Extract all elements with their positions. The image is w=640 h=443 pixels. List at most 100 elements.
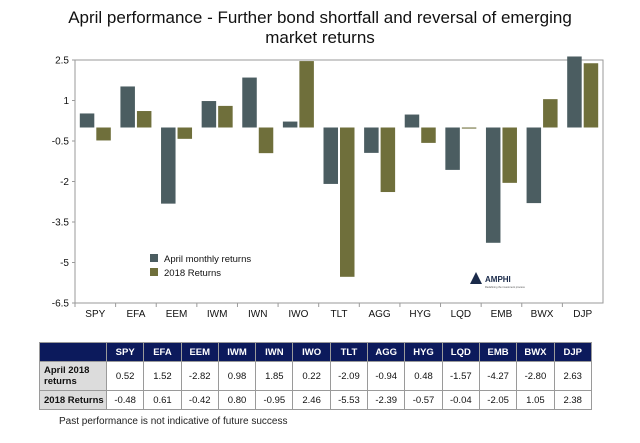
bar-april-agg xyxy=(364,127,379,153)
legend-label-1: 2018 Returns xyxy=(164,268,221,279)
amphi-logo-icon xyxy=(470,272,482,284)
x-tick-label-agg: AGG xyxy=(368,309,390,320)
table-corner-cell xyxy=(39,342,107,362)
table-col-header-iwm: IWM xyxy=(217,342,257,362)
table-col-header-iwn: IWN xyxy=(255,342,294,362)
table-cell: -2.80 xyxy=(516,361,555,391)
table-cell: -2.39 xyxy=(367,390,406,410)
y-tick-label: -0.5 xyxy=(52,137,70,148)
table-cell: -2.09 xyxy=(329,361,369,391)
table-cell: 0.61 xyxy=(143,390,182,410)
table-cell: 1.52 xyxy=(143,361,182,391)
y-tick-label: -2 xyxy=(60,177,69,188)
bar-2018-hyg xyxy=(421,127,436,143)
bar-2018-spy xyxy=(96,127,111,141)
bar-april-iwn xyxy=(242,77,257,128)
bar-april-spy xyxy=(79,113,95,128)
y-tick-label: 1 xyxy=(63,96,69,107)
table-cell: -4.27 xyxy=(478,361,518,391)
bar-april-iwm xyxy=(201,101,217,128)
table-cell: -0.04 xyxy=(441,390,480,410)
plot-frame xyxy=(74,59,604,304)
bar-april-emb xyxy=(485,127,501,243)
bar-april-efa xyxy=(120,86,135,128)
table-cell: -0.94 xyxy=(367,361,406,391)
table-row-2018-returns: 2018 Returns -0.48 0.61 -0.42 0.80 -0.95 2.46… xyxy=(39,390,592,410)
table-cell: 0.80 xyxy=(217,390,257,410)
table-col-header-iwo: IWO xyxy=(292,342,331,362)
footnote: Past performance is not indicative of fu… xyxy=(59,416,288,427)
table-cell: 1.85 xyxy=(255,361,294,391)
bar-2018-lqd xyxy=(461,127,477,129)
bar-april-djp xyxy=(567,56,582,128)
bar-2018-djp xyxy=(583,63,599,128)
table-col-header-djp: DJP xyxy=(553,342,592,362)
table-col-header-emb: EMB xyxy=(478,342,518,362)
bar-april-eem xyxy=(161,127,176,204)
table-header-row: SPY EFA EEM IWM IWN IWO TLT AGG HYG LQD EMB BWX DJP xyxy=(39,342,592,362)
table-cell: -0.42 xyxy=(180,390,219,410)
table-row-april-2018: April 2018 returns 0.52 1.52 -2.82 0.98 1.85… xyxy=(39,361,592,391)
bar-chart: 2.5 1 -0.5 -2 -3.5 -5 -6.5 SPY EFA EEM IWM IWN IWO TL… xyxy=(52,56,604,320)
x-tick-label-bwx: BWX xyxy=(531,309,554,320)
table-col-header-spy: SPY xyxy=(105,342,145,362)
row-header-2018-returns: 2018 Returns xyxy=(39,390,107,410)
bar-2018-eem xyxy=(177,127,193,139)
x-tick-label-lqd: LQD xyxy=(451,309,472,320)
y-tick-label: 2.5 xyxy=(55,56,69,67)
table-col-header-efa: EFA xyxy=(143,342,182,362)
chart-title: April performance - Further bond shortfa… xyxy=(0,8,640,48)
table-col-header-eem: EEM xyxy=(180,342,219,362)
bar-2018-iwo xyxy=(299,61,314,128)
bar-april-bwx xyxy=(526,127,542,204)
table-cell: -0.48 xyxy=(105,390,145,410)
amphi-logo-tagline: Redefining the investment process xyxy=(485,285,525,289)
table-cell: 2.63 xyxy=(553,361,592,391)
x-tick-label-tlt: TLT xyxy=(330,309,347,320)
table-col-header-hyg: HYG xyxy=(404,342,443,362)
table-cell: 0.48 xyxy=(404,361,443,391)
table-cell: 0.52 xyxy=(105,361,145,391)
bar-april-iwo xyxy=(282,121,298,128)
bar-april-tlt xyxy=(323,127,338,184)
table-cell: -5.53 xyxy=(329,390,369,410)
x-tick-label-hyg: HYG xyxy=(409,309,431,320)
row-header-april-2018: April 2018 returns xyxy=(39,361,107,391)
table-cell: 2.46 xyxy=(292,390,331,410)
returns-table: SPY EFA EEM IWM IWN IWO TLT AGG HYG LQD EMB BWX DJP … xyxy=(39,342,592,410)
table-col-header-tlt: TLT xyxy=(329,342,369,362)
table-col-header-bwx: BWX xyxy=(516,342,555,362)
legend-swatch-0 xyxy=(150,254,158,262)
bar-2018-iwn xyxy=(258,127,274,154)
x-tick-label-iwo: IWO xyxy=(288,309,308,320)
bar-2018-emb xyxy=(502,127,517,183)
legend-swatch-1 xyxy=(150,268,158,276)
bar-2018-iwm xyxy=(218,105,233,128)
table-cell: -1.57 xyxy=(441,361,480,391)
x-tick-label-efa: EFA xyxy=(126,309,145,320)
bar-2018-bwx xyxy=(543,99,558,128)
x-tick-label-iwn: IWN xyxy=(248,309,267,320)
x-tick-label-eem: EEM xyxy=(166,309,188,320)
table-cell: 2.38 xyxy=(553,390,592,410)
table-cell: 0.98 xyxy=(217,361,257,391)
table-cell: -0.95 xyxy=(255,390,294,410)
y-tick-label: -3.5 xyxy=(52,218,70,229)
table-col-header-agg: AGG xyxy=(367,342,406,362)
bar-april-hyg xyxy=(404,114,420,128)
x-tick-label-spy: SPY xyxy=(85,309,105,320)
table-cell: 1.05 xyxy=(516,390,555,410)
chart-title-line-2: market returns xyxy=(265,28,375,47)
x-tick-label-emb: EMB xyxy=(491,309,513,320)
legend-label-0: April monthly returns xyxy=(164,254,251,265)
amphi-logo-name: AMPHI xyxy=(485,275,511,284)
table-cell: -2.82 xyxy=(180,361,219,391)
table-col-header-lqd: LQD xyxy=(441,342,480,362)
bar-2018-tlt xyxy=(340,127,355,277)
x-tick-label-djp: DJP xyxy=(573,309,592,320)
y-tick-label: -6.5 xyxy=(52,299,70,310)
table-cell: 0.22 xyxy=(292,361,331,391)
bar-april-lqd xyxy=(445,127,460,170)
table-cell: -0.57 xyxy=(404,390,443,410)
